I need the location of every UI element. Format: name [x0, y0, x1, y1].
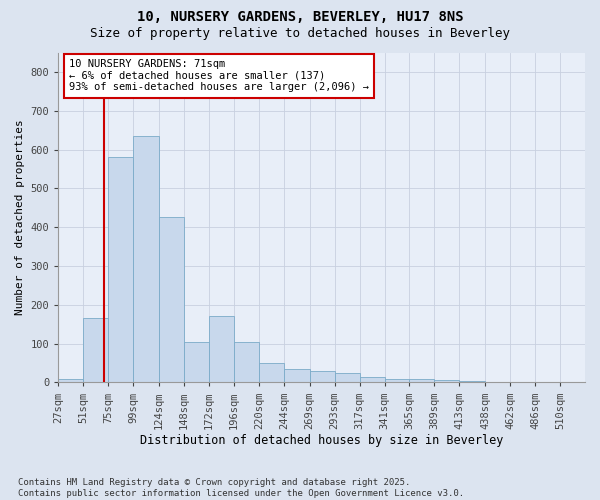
Bar [108, 158, 133, 382]
Bar [335, 372, 359, 382]
Bar [259, 363, 284, 382]
Text: 10, NURSERY GARDENS, BEVERLEY, HU17 8NS: 10, NURSERY GARDENS, BEVERLEY, HU17 8NS [137, 10, 463, 24]
Bar [409, 378, 434, 382]
Text: Size of property relative to detached houses in Beverley: Size of property relative to detached ho… [90, 28, 510, 40]
Bar [133, 136, 159, 382]
Bar [83, 318, 108, 382]
Text: 10 NURSERY GARDENS: 71sqm
← 6% of detached houses are smaller (137)
93% of semi-: 10 NURSERY GARDENS: 71sqm ← 6% of detach… [69, 59, 369, 92]
Bar [359, 376, 385, 382]
Bar [184, 342, 209, 382]
Bar [434, 380, 460, 382]
Bar [310, 371, 335, 382]
Bar [209, 316, 234, 382]
Bar [234, 342, 259, 382]
Text: Contains HM Land Registry data © Crown copyright and database right 2025.
Contai: Contains HM Land Registry data © Crown c… [18, 478, 464, 498]
X-axis label: Distribution of detached houses by size in Beverley: Distribution of detached houses by size … [140, 434, 503, 448]
Y-axis label: Number of detached properties: Number of detached properties [15, 120, 25, 316]
Bar [284, 369, 310, 382]
Bar [385, 378, 409, 382]
Bar [58, 378, 83, 382]
Bar [159, 218, 184, 382]
